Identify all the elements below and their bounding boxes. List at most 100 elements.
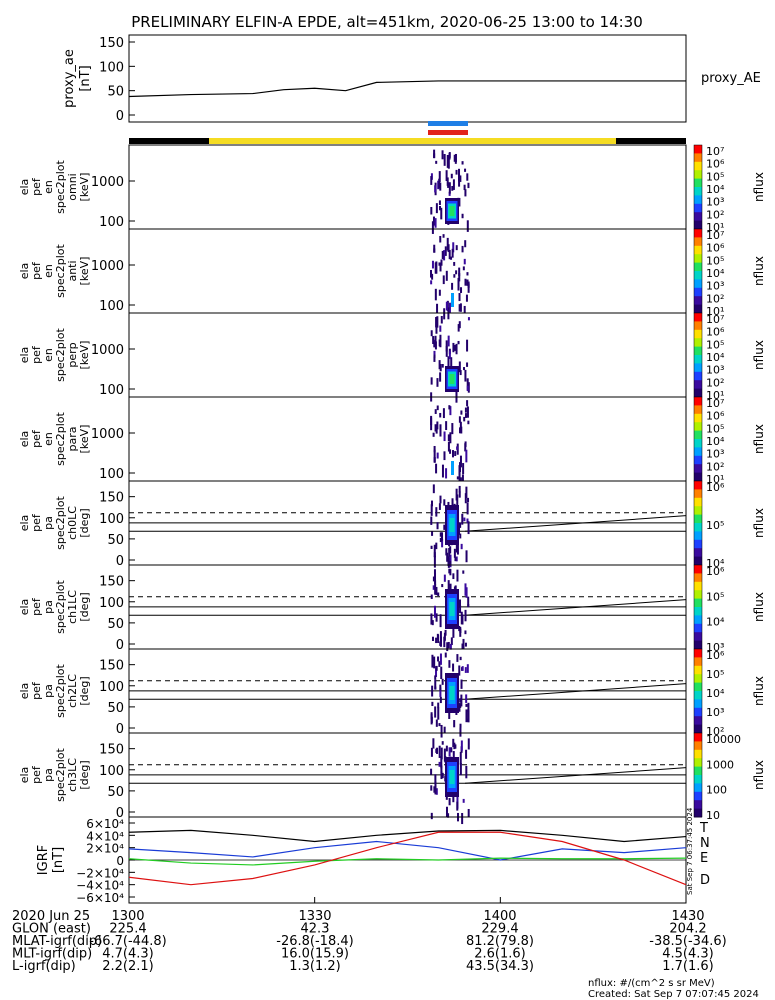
- colorbar-segment: [694, 672, 702, 675]
- colorbar-segment: [694, 571, 702, 574]
- spectrogram-cell: [452, 573, 455, 580]
- spectrogram-cell: [435, 613, 438, 622]
- spectrogram-cell: [443, 431, 446, 442]
- colorbar-segment: [694, 611, 702, 614]
- spectrogram-cell: [455, 169, 458, 175]
- spectrogram-cell: [435, 428, 438, 434]
- spectrogram-ytick-label: 100: [99, 383, 124, 398]
- spectrogram-cell: [430, 812, 433, 820]
- colorbar-segment: [694, 182, 702, 186]
- spectrogram-cell: [444, 652, 447, 658]
- colorbar-segment: [694, 724, 702, 728]
- spectrogram-cell: [460, 287, 463, 293]
- spectrogram-cell: [433, 445, 436, 453]
- colorbar-segment: [694, 703, 702, 707]
- colorbar-segment: [694, 613, 702, 616]
- colorbar-segment: [694, 369, 702, 373]
- spectrogram-cell: [435, 507, 438, 517]
- colorbar-segment: [694, 628, 702, 631]
- science-zone-marker-blue: [428, 121, 468, 126]
- spectrogram-cell: [450, 357, 453, 370]
- colorbar-label: nflux: [752, 340, 766, 370]
- igrf-legend-label: D: [700, 873, 710, 888]
- colorbar-segment: [694, 474, 702, 478]
- spectrogram-ylabel: ela: [18, 683, 31, 700]
- colorbar-segment: [694, 768, 702, 772]
- spectrogram-cell: [449, 406, 452, 416]
- spectrogram-ylabel: [keV]: [78, 425, 91, 454]
- colorbar-segment: [694, 497, 702, 501]
- spectrogram-cell: [435, 788, 438, 795]
- spectrogram-cell: [443, 250, 446, 261]
- spectrogram-cell: [430, 768, 433, 775]
- colorbar-segment: [694, 617, 702, 621]
- colorbar-segment: [694, 298, 702, 301]
- colorbar-segment: [694, 663, 702, 667]
- colorbar-segment: [694, 577, 702, 581]
- colorbar-segment: [694, 212, 702, 215]
- spectrogram-cell: [442, 408, 445, 419]
- spectrogram-ylabel: ela: [18, 347, 31, 364]
- colorbar-label: nflux: [752, 424, 766, 454]
- spectrogram-cell: [450, 637, 453, 646]
- colorbar-segment: [694, 699, 702, 702]
- spectrogram-cell: [458, 625, 461, 632]
- spectrogram-cell: [460, 740, 463, 751]
- colorbar-segment: [694, 329, 702, 333]
- colorbar-segment: [694, 531, 702, 534]
- spectrogram-cell: [459, 175, 462, 182]
- spectrogram-cell: [446, 552, 449, 562]
- colorbar-label: nflux: [752, 676, 766, 706]
- spectrogram-cell: [459, 303, 462, 312]
- colorbar-tick-label: 10⁶: [706, 410, 725, 423]
- colorbar-tick-label: 10³: [706, 641, 724, 654]
- colorbar-segment: [694, 287, 702, 291]
- colorbar-segment: [694, 409, 702, 413]
- spectrogram-ylabel: pef: [30, 597, 43, 616]
- igrf-ytick-label: 6×10⁴: [86, 817, 124, 831]
- spectrogram-ylabel: pef: [30, 513, 43, 532]
- colorbar-segment: [694, 514, 702, 518]
- spectrogram-ylabel: pef: [30, 429, 43, 448]
- spectrogram-ytick-label: 100: [99, 596, 124, 611]
- spectrogram-cell: [439, 424, 442, 437]
- colorbar-segment: [694, 661, 702, 665]
- spectrogram-cell: [448, 405, 451, 410]
- spectrogram-data: [430, 484, 470, 568]
- colorbar-segment: [694, 382, 702, 385]
- spectrogram-ylabel: pef: [30, 261, 43, 280]
- spectrogram-cell: [448, 660, 451, 668]
- spectrogram-cell: [431, 273, 434, 280]
- spectrogram-cell: [459, 455, 462, 468]
- colorbar-segment: [694, 308, 702, 312]
- colorbar-segment: [694, 218, 702, 222]
- spectrogram-cell: [466, 718, 469, 722]
- colorbar-segment: [694, 394, 702, 398]
- colorbar-segment: [694, 688, 702, 692]
- colorbar-segment: [694, 432, 702, 436]
- colorbar: [693, 312, 703, 398]
- ae-ylabel: proxy_ae: [62, 49, 77, 108]
- colorbar-segment: [694, 806, 702, 810]
- spectrogram-cell: [450, 173, 453, 179]
- colorbar-segment: [694, 392, 702, 396]
- colorbar-segment: [694, 720, 702, 723]
- spectrogram-cell: [440, 756, 443, 769]
- colorbar-segment: [694, 476, 702, 480]
- spectrogram-cell: [435, 316, 438, 328]
- spectrogram-ylabel: pef: [30, 345, 43, 364]
- colorbar-segment: [694, 237, 702, 240]
- spectrogram-cell: [437, 592, 440, 597]
- colorbar-segment: [694, 180, 702, 184]
- colorbar-segment: [694, 481, 702, 484]
- spectrogram-ylabel: pef: [30, 177, 43, 196]
- colorbar-segment: [694, 321, 702, 324]
- spectrogram-cell: [459, 723, 462, 728]
- igrf-timestamp: Sat Sep 7 06:37:45 2024: [686, 807, 694, 895]
- spectrogram-ylabel: [deg]: [78, 676, 91, 705]
- spectrogram-cell: [448, 568, 451, 574]
- colorbar-tick-label: 10³: [706, 364, 724, 377]
- spectrogram-cell: [465, 294, 468, 302]
- igrf-ytick-label: −6×10⁴: [76, 891, 124, 905]
- status-bar-yellow: [209, 138, 616, 144]
